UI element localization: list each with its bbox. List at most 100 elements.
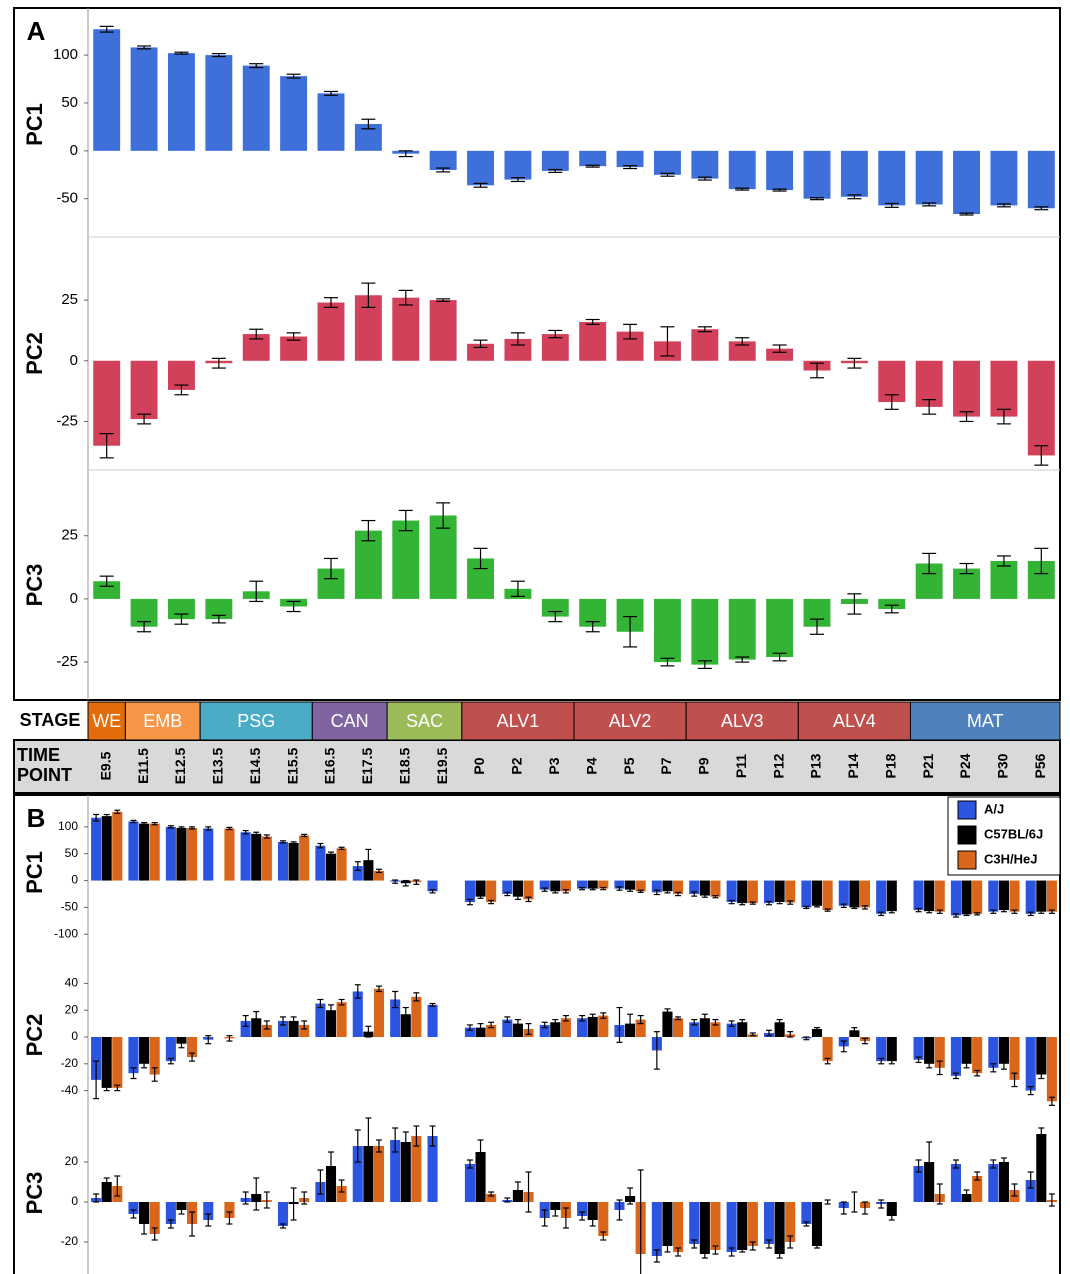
y-axis-label: PC2 <box>22 332 47 375</box>
bar <box>747 1202 758 1246</box>
time-point-label: P11 <box>733 754 749 778</box>
y-tick-label: -100 <box>54 926 78 940</box>
bar <box>625 880 636 890</box>
bar <box>961 880 972 915</box>
bar <box>101 1182 112 1202</box>
time-point-label: P9 <box>696 757 712 774</box>
bar <box>352 991 363 1038</box>
time-point-label: E12.5 <box>172 747 188 784</box>
time-point-label: E18.5 <box>396 747 412 784</box>
bar <box>427 1136 438 1202</box>
bar <box>934 880 945 912</box>
bar <box>654 150 681 175</box>
time-point-label: E19.5 <box>434 747 450 784</box>
bar <box>486 1024 497 1038</box>
bar <box>662 1202 673 1246</box>
bar <box>934 1037 945 1068</box>
stage-cell <box>573 701 687 741</box>
bar <box>205 55 233 151</box>
bar <box>93 29 121 151</box>
bar <box>587 880 598 889</box>
bar <box>990 560 1018 599</box>
bar <box>203 1202 214 1220</box>
bar <box>785 1202 796 1242</box>
bar <box>913 880 924 911</box>
bar <box>972 1037 983 1074</box>
bar <box>101 1037 112 1088</box>
bar <box>1036 1037 1047 1075</box>
bar <box>539 880 550 890</box>
bar <box>988 1164 999 1202</box>
bar <box>878 150 906 206</box>
bar <box>840 150 868 197</box>
time-point-label: P7 <box>658 757 674 774</box>
time-point-label: P3 <box>546 757 562 774</box>
y-tick-label: 0 <box>71 873 78 887</box>
bar <box>486 880 497 903</box>
bar <box>737 880 748 904</box>
bar <box>1025 880 1036 914</box>
bar <box>689 1022 700 1038</box>
time-point-label: P0 <box>471 757 487 774</box>
y-axis-label: PC3 <box>22 564 47 607</box>
bar <box>475 1152 486 1202</box>
y-tick-label: -50 <box>56 190 78 207</box>
bar <box>737 1022 748 1038</box>
y-tick-label: 20 <box>65 1154 79 1168</box>
bar <box>261 1024 272 1038</box>
bar <box>915 150 943 205</box>
bar <box>1027 150 1055 209</box>
bar <box>317 302 345 361</box>
y-tick-label: 0 <box>71 1194 78 1208</box>
bar <box>710 1022 721 1038</box>
bar <box>822 1037 833 1062</box>
bar <box>280 76 308 151</box>
y-tick-label: -50 <box>61 900 79 914</box>
bar <box>502 880 513 894</box>
y-tick-label: -25 <box>56 653 78 670</box>
bar <box>165 826 176 881</box>
bar <box>998 1162 1009 1202</box>
stage-cell <box>909 701 1061 741</box>
bar <box>878 598 906 610</box>
time-point-label: P14 <box>845 753 861 778</box>
bar <box>990 150 1018 206</box>
bar <box>766 598 794 658</box>
bar <box>205 598 233 620</box>
bar <box>577 1202 588 1216</box>
bar <box>93 581 121 599</box>
bar <box>913 1166 924 1202</box>
stage-label: CAN <box>331 711 369 731</box>
bar <box>849 1030 860 1038</box>
bar <box>502 1019 513 1038</box>
bar <box>139 823 150 881</box>
bar <box>972 1176 983 1202</box>
bar <box>299 835 310 881</box>
bar <box>512 1023 523 1038</box>
time-point-label: E9.5 <box>97 751 113 780</box>
bar <box>924 880 935 912</box>
bar <box>726 880 737 903</box>
bar <box>614 880 625 889</box>
bar <box>411 1136 422 1202</box>
bar <box>486 1194 497 1202</box>
bar <box>354 530 382 599</box>
time-point-label: E17.5 <box>359 747 375 784</box>
bar <box>710 880 721 897</box>
bar <box>587 1202 598 1220</box>
y-tick-label: -25 <box>56 412 78 429</box>
bar <box>691 329 719 361</box>
bar <box>541 334 569 361</box>
bar <box>763 880 775 904</box>
time-point-label: P4 <box>583 757 599 774</box>
bar <box>390 1140 401 1202</box>
bar <box>429 300 457 361</box>
bar <box>560 1018 571 1038</box>
y-tick-label: 25 <box>61 527 78 544</box>
y-tick-label: 100 <box>58 819 78 833</box>
bar <box>288 1020 299 1038</box>
bar <box>187 827 198 881</box>
panel-a-frame <box>13 7 1061 701</box>
bar <box>691 598 719 665</box>
